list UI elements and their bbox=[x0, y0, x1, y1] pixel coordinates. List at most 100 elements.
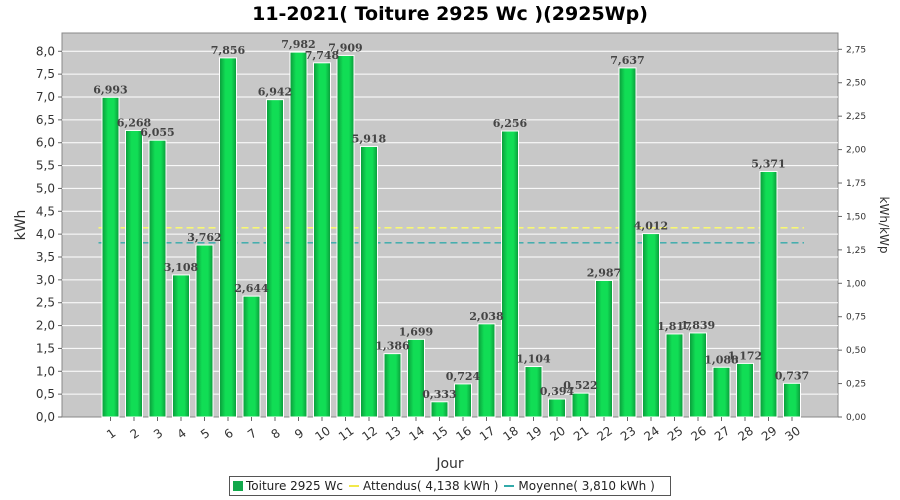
x-tick-label: 20 bbox=[547, 424, 568, 444]
plot-area: 0,0 0,5 1,0 1,5 2,0 2,5 3,0 3,5 4,0 4,5 5,0 5,5 6,0 6… bbox=[36, 32, 866, 444]
x-tick-label: 16 bbox=[453, 424, 474, 444]
bar bbox=[501, 130, 519, 418]
x-tick-label: 19 bbox=[524, 424, 545, 444]
chart-title: 11-2021( Toiture 2925 Wc )(2925Wp) bbox=[252, 3, 648, 25]
data-label: 7,909 bbox=[328, 41, 362, 54]
x-tick-label: 10 bbox=[312, 424, 333, 444]
data-label: 6,055 bbox=[140, 126, 174, 139]
y-tick-label: 6,0 bbox=[36, 136, 55, 150]
legend-item-average: Moyenne( 3,810 kWh ) bbox=[504, 479, 655, 493]
y-tick-label: 7,0 bbox=[36, 90, 55, 104]
data-label: 3,762 bbox=[187, 231, 221, 244]
legend-label-average: Moyenne( 3,810 kWh ) bbox=[518, 479, 655, 493]
x-tick-label: 28 bbox=[735, 424, 756, 444]
x-axis-label: Jour bbox=[435, 456, 464, 472]
legend-label-expected: Attendus( 4,138 kWh ) bbox=[362, 479, 499, 493]
x-tick-label: 13 bbox=[383, 424, 404, 444]
data-label: 7,982 bbox=[281, 38, 315, 51]
y2-tick-label: 0,25 bbox=[846, 380, 866, 390]
y2-tick-label: 1,25 bbox=[846, 246, 866, 256]
bar bbox=[101, 96, 120, 418]
bar bbox=[336, 54, 355, 418]
y2-tick-label: 1,00 bbox=[846, 279, 866, 289]
y-tick-label: 1,5 bbox=[36, 341, 55, 355]
x-tick-label: 8 bbox=[269, 426, 283, 442]
data-label: 0,724 bbox=[446, 370, 481, 383]
bar bbox=[430, 401, 449, 418]
x-tick-label: 21 bbox=[571, 424, 592, 444]
data-label: 6,942 bbox=[258, 86, 292, 99]
bar bbox=[783, 382, 801, 418]
data-label: 2,987 bbox=[587, 266, 621, 279]
y-tick-label: 0,5 bbox=[36, 387, 55, 401]
x-tick-label: 11 bbox=[336, 424, 357, 444]
x-tick-label: 4 bbox=[175, 426, 189, 442]
y-tick-label: 5,0 bbox=[36, 181, 55, 195]
y2-tick-label: 0,50 bbox=[846, 346, 866, 356]
data-label: 4,012 bbox=[634, 220, 668, 233]
bar bbox=[454, 383, 472, 418]
x-tick-label: 2 bbox=[128, 426, 142, 442]
y2-tick-label: 0,75 bbox=[846, 313, 866, 323]
data-label: 0,522 bbox=[563, 379, 597, 392]
data-label: 1,172 bbox=[728, 349, 762, 362]
bar bbox=[665, 333, 684, 418]
x-tick-label: 7 bbox=[245, 426, 259, 442]
data-label: 0,394 bbox=[540, 385, 575, 398]
x-tick-label: 3 bbox=[151, 426, 165, 442]
y2-tick-label: 2,00 bbox=[846, 146, 866, 156]
data-label: 1,699 bbox=[399, 325, 433, 338]
data-label: 1,386 bbox=[375, 340, 410, 353]
bar bbox=[360, 145, 378, 418]
data-label: 2,644 bbox=[234, 282, 269, 295]
x-tick-label: 29 bbox=[759, 424, 780, 444]
y2-tick-label: 1,50 bbox=[846, 212, 866, 222]
bar bbox=[289, 51, 308, 418]
data-label: 0,333 bbox=[422, 388, 456, 401]
x-tick-label: 26 bbox=[688, 424, 709, 444]
x-tick-label: 27 bbox=[712, 424, 733, 444]
bar bbox=[689, 332, 707, 418]
bar bbox=[548, 398, 566, 418]
bar bbox=[618, 67, 637, 418]
legend-item-expected: Attendus( 4,138 kWh ) bbox=[348, 479, 499, 493]
y2-tick-label: 2,50 bbox=[846, 79, 866, 89]
y-tick-label: 7,5 bbox=[36, 67, 55, 81]
x-tick-label: 17 bbox=[477, 424, 498, 444]
data-label: 1,088 bbox=[704, 353, 739, 366]
y-tick-label: 0,0 bbox=[36, 410, 55, 424]
x-tick-label: 6 bbox=[222, 426, 236, 442]
data-label: 1,817 bbox=[657, 320, 691, 333]
data-label: 7,748 bbox=[305, 49, 340, 62]
y2-tick-label: 2,75 bbox=[846, 45, 866, 55]
bar bbox=[148, 139, 167, 418]
data-label: 7,856 bbox=[211, 44, 246, 57]
bar bbox=[736, 362, 754, 418]
bar bbox=[125, 129, 143, 418]
legend-item-production: Toiture 2925 Wc bbox=[233, 479, 343, 493]
legend-label-production: Toiture 2925 Wc bbox=[246, 479, 343, 493]
y-tick-label: 1,0 bbox=[36, 364, 55, 378]
legend-swatch-average bbox=[504, 485, 515, 487]
y-axis-label: kWh bbox=[13, 210, 29, 241]
bar bbox=[571, 392, 590, 418]
y-tick-label: 4,5 bbox=[36, 204, 55, 218]
x-tick-label: 12 bbox=[359, 424, 380, 444]
y2-axis-label: kWh/kWp bbox=[877, 197, 891, 254]
y-tick-label: 2,5 bbox=[36, 296, 55, 310]
bar bbox=[595, 279, 613, 418]
data-label: 5,918 bbox=[352, 132, 387, 145]
data-label: 0,737 bbox=[775, 369, 809, 382]
x-tick-label: 5 bbox=[198, 426, 212, 442]
y-tick-label: 3,5 bbox=[36, 250, 55, 264]
bar bbox=[242, 295, 261, 418]
legend-swatch-bar bbox=[233, 481, 243, 491]
x-tick-label: 22 bbox=[594, 424, 615, 444]
bar bbox=[383, 353, 402, 418]
y2-tick-label: 2,25 bbox=[846, 112, 866, 122]
x-tick-label: 18 bbox=[500, 424, 521, 444]
y-tick-label: 5,5 bbox=[36, 159, 55, 173]
data-label: 6,268 bbox=[117, 116, 152, 129]
bar bbox=[195, 244, 214, 418]
